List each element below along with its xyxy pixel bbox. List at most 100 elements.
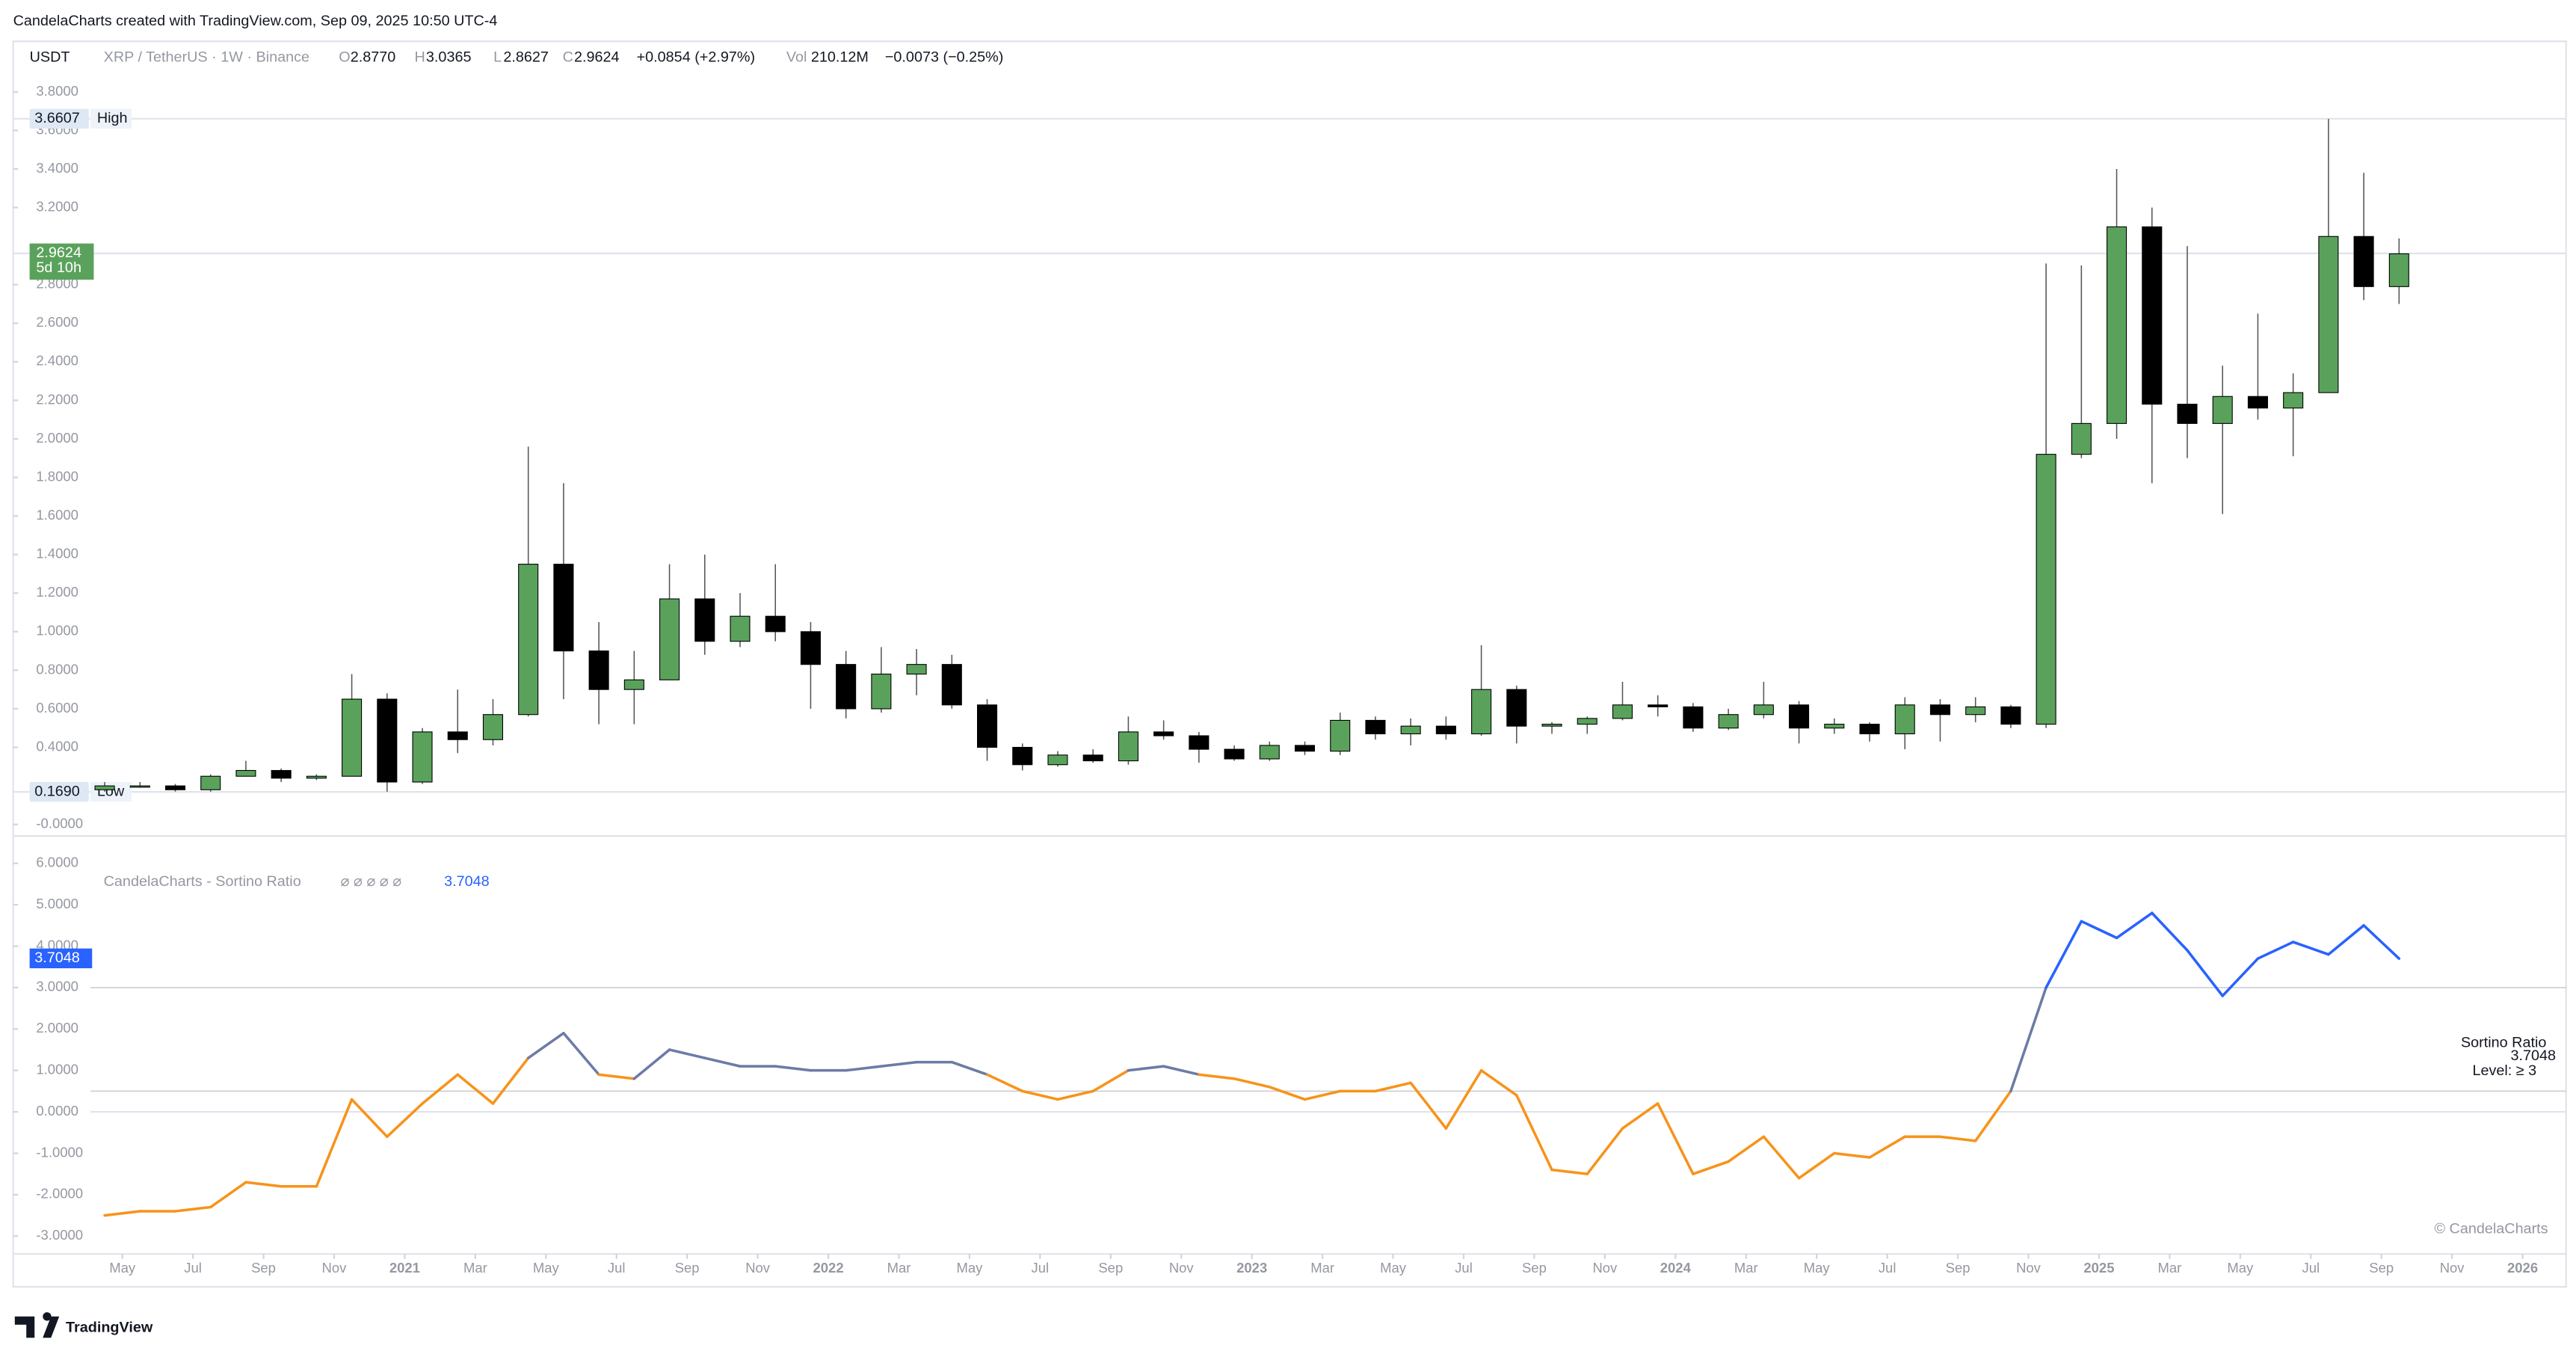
y-tick-label: 3.0000 bbox=[36, 979, 78, 994]
candle-body bbox=[800, 631, 821, 665]
high-label: H bbox=[415, 49, 425, 66]
y-tick-label: 1.2000 bbox=[36, 584, 78, 600]
sortino-segment bbox=[456, 1073, 495, 1105]
sortino-segment bbox=[1762, 1135, 1801, 1180]
x-tick-label: Sep bbox=[251, 1260, 276, 1276]
x-tick-label: Nov bbox=[1169, 1260, 1195, 1276]
candle-body bbox=[1859, 724, 1880, 735]
candle-body bbox=[306, 775, 327, 779]
candle-body bbox=[2000, 706, 2021, 725]
y-tick-label: 3.2000 bbox=[36, 198, 78, 214]
candle-body bbox=[1118, 731, 1138, 762]
x-tick-label: May bbox=[533, 1260, 560, 1276]
y-tick-label: 1.0000 bbox=[36, 623, 78, 639]
last-value-bg bbox=[29, 948, 93, 969]
sortino-segment bbox=[2009, 986, 2047, 1093]
sortino-segment bbox=[562, 1032, 600, 1076]
y-tick-label: 1.0000 bbox=[36, 1062, 78, 1077]
candle-body bbox=[2353, 236, 2374, 287]
x-tick-label: Jul bbox=[2302, 1260, 2320, 1276]
indicator-value: 3.7048 bbox=[444, 873, 490, 890]
price-label-bg bbox=[29, 781, 89, 802]
x-tick-label: Sep bbox=[1946, 1260, 1970, 1276]
sortino-segment bbox=[1127, 1065, 1165, 1072]
price-tag-bg bbox=[90, 108, 132, 129]
candle-body bbox=[2388, 253, 2409, 287]
sortino-segment bbox=[173, 1205, 212, 1213]
sortino-segment bbox=[597, 1073, 636, 1080]
vol-label: Vol bbox=[786, 49, 807, 66]
sortino-segment bbox=[1833, 1151, 1871, 1159]
y-tick-label: 2.0000 bbox=[36, 430, 78, 446]
x-tick-label: Mar bbox=[1310, 1260, 1334, 1276]
candle-body bbox=[941, 664, 962, 706]
x-tick-label: Mar bbox=[463, 1260, 487, 1276]
candle-body bbox=[1224, 748, 1245, 760]
chart-frame bbox=[12, 40, 2567, 1288]
symbol: XRP / TetherUS · 1W · Binance bbox=[104, 49, 309, 66]
candle-body bbox=[1435, 725, 1456, 735]
sortino-segment bbox=[1020, 1089, 1059, 1101]
x-tick-label: 2025 bbox=[2083, 1260, 2114, 1276]
price-label: 3.6607 bbox=[34, 110, 80, 126]
x-tick-label: Sep bbox=[1522, 1260, 1547, 1276]
candle-body bbox=[1894, 704, 1915, 735]
note-level: Level: ≥ 3 bbox=[2472, 1062, 2536, 1079]
sortino-segment bbox=[2186, 949, 2224, 997]
candle-body bbox=[377, 698, 398, 783]
x-tick-label: Mar bbox=[1734, 1260, 1758, 1276]
tradingview-logo: TradingView bbox=[14, 1312, 153, 1338]
sortino-segment bbox=[1515, 1094, 1553, 1172]
candle-body bbox=[1047, 754, 1068, 766]
candle-body bbox=[447, 731, 468, 740]
low-label: L bbox=[493, 49, 502, 66]
y-tick-label: 0.4000 bbox=[36, 738, 78, 754]
note-title: Sortino Ratio bbox=[2461, 1035, 2546, 1051]
candle-body bbox=[1330, 719, 1351, 752]
x-tick-label: Sep bbox=[2369, 1260, 2394, 1276]
candle-body bbox=[765, 615, 786, 633]
candle-body bbox=[2247, 396, 2268, 409]
y-tick-label: 2.2000 bbox=[36, 391, 78, 407]
price-label: 0.1690 bbox=[34, 783, 80, 799]
sortino-segment bbox=[1621, 1102, 1660, 1130]
candle-body bbox=[1259, 745, 1280, 760]
candle-body bbox=[1648, 704, 1668, 707]
indicator-title: CandelaCharts - Sortino Ratio bbox=[104, 873, 301, 890]
candle-body bbox=[871, 674, 892, 710]
candle-body bbox=[1965, 706, 1986, 716]
candle-body bbox=[1012, 746, 1033, 766]
candle-body bbox=[2212, 396, 2233, 424]
logo-icon bbox=[14, 1312, 60, 1338]
sortino-segment bbox=[2362, 923, 2401, 960]
candle-body bbox=[730, 615, 751, 642]
candle-body bbox=[412, 731, 433, 783]
candle-body bbox=[836, 664, 857, 710]
sortino-segment bbox=[350, 1098, 389, 1139]
low-value: 2.8627 bbox=[503, 49, 549, 66]
sortino-segment bbox=[880, 1060, 918, 1068]
candle-body bbox=[1153, 731, 1174, 736]
candle-body bbox=[977, 704, 998, 748]
candle-body bbox=[1753, 704, 1774, 716]
candle-body bbox=[1683, 706, 1704, 729]
candle-body bbox=[235, 769, 256, 777]
candle-body bbox=[271, 769, 292, 779]
sortino-segment bbox=[1727, 1135, 1766, 1163]
candle-body bbox=[518, 564, 539, 716]
vol-change: −0.0073 (−0.25%) bbox=[885, 49, 1004, 66]
y-tick-label: 5.0000 bbox=[36, 896, 78, 911]
y-tick-label: -2.0000 bbox=[36, 1186, 83, 1202]
sortino-segment bbox=[2115, 911, 2154, 940]
sortino-segment bbox=[2291, 941, 2330, 956]
x-tick-label: Jul bbox=[184, 1260, 202, 1276]
candle-body bbox=[482, 714, 504, 740]
change: +0.0854 (+2.97%) bbox=[637, 49, 756, 66]
candle-body bbox=[1294, 745, 1316, 752]
sortino-segment bbox=[1303, 1089, 1342, 1101]
sortino-segment bbox=[2080, 920, 2119, 940]
x-tick-label: Nov bbox=[1592, 1260, 1618, 1276]
sortino-segment bbox=[1479, 1068, 1518, 1097]
y-tick-label: 2.4000 bbox=[36, 353, 78, 369]
y-tick-label: 3.4000 bbox=[36, 160, 78, 176]
